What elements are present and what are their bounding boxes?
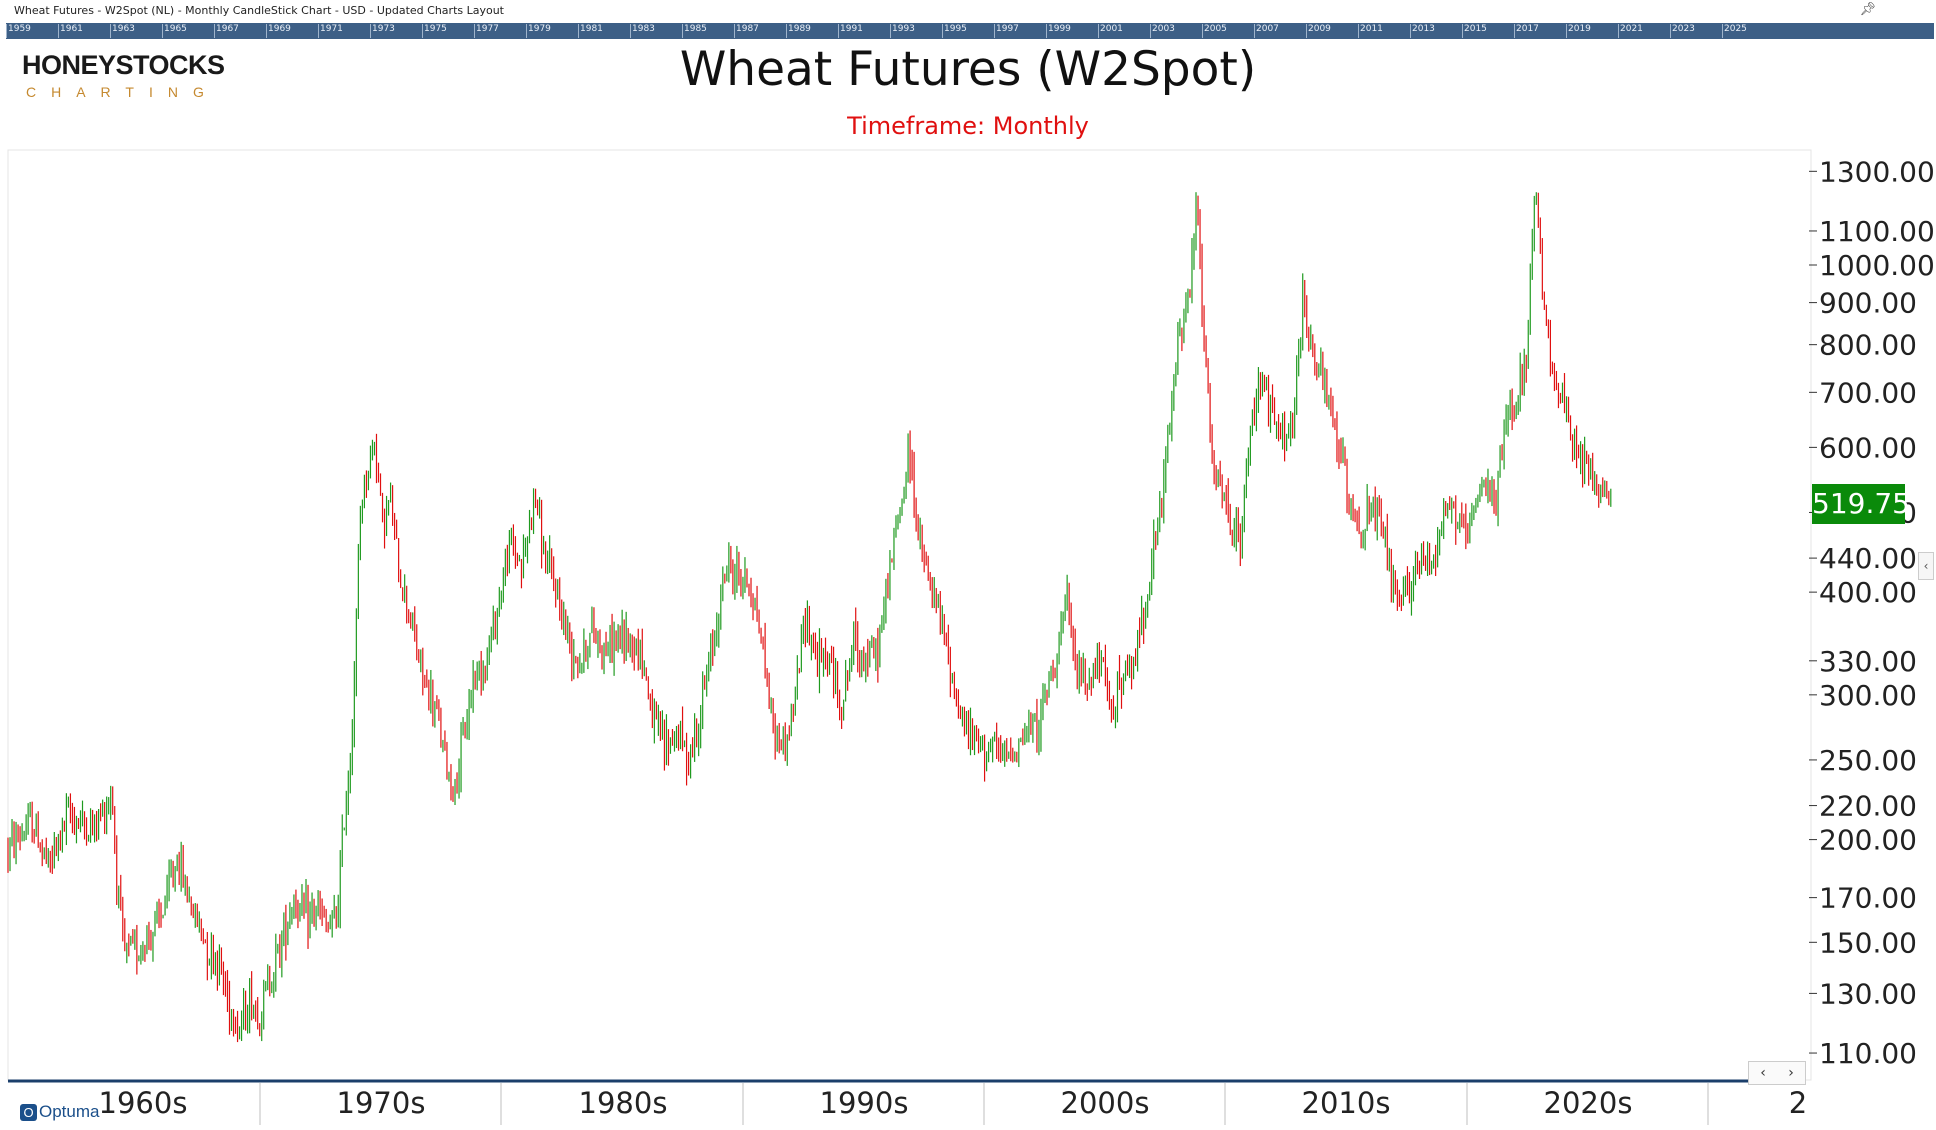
x-tick-label: 2 — [1789, 1086, 1807, 1120]
navigator-year-label: 2011 — [1358, 24, 1383, 38]
y-tick-label: 220.00 — [1819, 790, 1917, 823]
navigator-year-label: 1997 — [994, 24, 1019, 38]
y-tick-label: 700.00 — [1819, 376, 1917, 409]
navigator-year-label: 1993 — [890, 24, 915, 38]
navigator-year-label: 1959 — [6, 24, 31, 38]
y-tick-label: 200.00 — [1819, 824, 1917, 857]
navigator-year-label: 1999 — [1046, 24, 1071, 38]
navigator-year-label: 2019 — [1566, 24, 1591, 38]
y-tick-label: 600.00 — [1819, 431, 1917, 464]
optuma-icon: O — [20, 1104, 37, 1121]
chart-title: Wheat Futures (W2Spot) — [679, 42, 1257, 97]
collapse-panel-button[interactable]: ‹ — [1918, 552, 1934, 580]
x-tick-label: 2010s — [1302, 1086, 1391, 1120]
logo-main-text: HONEYSTOCKS — [22, 50, 225, 80]
navigator-year-label: 1971 — [318, 24, 343, 38]
navigator-year-label: 2005 — [1202, 24, 1227, 38]
window-title-bar: Wheat Futures - W2Spot (NL) - Monthly Ca… — [0, 0, 1936, 22]
y-tick-label: 1000.00 — [1819, 249, 1935, 282]
navigator-year-label: 1987 — [734, 24, 759, 38]
y-tick-label: 1300.00 — [1819, 155, 1935, 188]
navigator-year-label: 1991 — [838, 24, 863, 38]
window-title: Wheat Futures - W2Spot (NL) - Monthly Ca… — [14, 4, 504, 17]
optuma-logo: O Optuma — [20, 1102, 99, 1122]
honeystocks-logo: HONEYSTOCKS CHARTING — [22, 48, 225, 104]
navigator-year-label: 2025 — [1722, 24, 1747, 38]
x-tick-label: 1980s — [579, 1086, 668, 1120]
x-tick-label: 2020s — [1544, 1086, 1633, 1120]
timeline-navigator[interactable]: 1959 1961 1963 1965 1967 1969 1971 1973 1975 1977… — [6, 23, 1934, 39]
navigator-year-label: 1963 — [110, 24, 135, 38]
navigator-year-label: 1965 — [162, 24, 187, 38]
navigator-year-label: 2007 — [1254, 24, 1279, 38]
optuma-brand: Optuma — [39, 1102, 100, 1121]
navigator-year-label: 1961 — [58, 24, 83, 38]
chart-subtitle: Timeframe: Monthly — [847, 112, 1089, 140]
navigator-year-label: 1969 — [266, 24, 291, 38]
navigator-year-label: 1981 — [578, 24, 603, 38]
navigator-year-label: 2009 — [1306, 24, 1331, 38]
y-tick-label: 330.00 — [1819, 645, 1917, 678]
navigator-year-label: 1973 — [370, 24, 395, 38]
navigator-year-label: 2015 — [1462, 24, 1487, 38]
navigator-year-label: 1985 — [682, 24, 707, 38]
navigator-year-label: 1977 — [474, 24, 499, 38]
navigator-year-label: 1967 — [214, 24, 239, 38]
scroll-left-icon[interactable]: ‹ — [1760, 1065, 1766, 1081]
y-tick-label: 300.00 — [1819, 679, 1917, 712]
navigator-year-label: 1979 — [526, 24, 551, 38]
y-tick-label: 1100.00 — [1819, 215, 1935, 248]
x-tick-label: 2000s — [1061, 1086, 1150, 1120]
x-tick-label: 1960s — [99, 1086, 188, 1120]
navigator-year-label: 1975 — [422, 24, 447, 38]
navigator-year-label: 2017 — [1514, 24, 1539, 38]
navigator-year-label: 2003 — [1150, 24, 1175, 38]
y-tick-label: 170.00 — [1819, 882, 1917, 915]
y-tick-label: 900.00 — [1819, 287, 1917, 320]
plot-area — [7, 149, 1812, 1081]
pin-icon[interactable]: 📌︎ — [1859, 2, 1876, 17]
last-price-label: 519.75 — [1812, 484, 1910, 524]
scroll-right-icon[interactable]: › — [1788, 1065, 1794, 1081]
navigator-year-label: 1983 — [630, 24, 655, 38]
time-axis: 1960s 1970s 1980s 1990s 2000s 2010s 2020s 2 — [99, 1083, 1807, 1125]
y-tick-label: 150.00 — [1819, 926, 1917, 959]
navigator-year-label: 2013 — [1410, 24, 1435, 38]
logo-sub-text: CHARTING — [26, 84, 219, 100]
y-tick-label: 130.00 — [1819, 977, 1917, 1010]
x-tick-label: 1990s — [820, 1086, 909, 1120]
y-tick-label: 400.00 — [1819, 576, 1917, 609]
scroll-controls[interactable]: ‹ › — [1748, 1061, 1806, 1085]
y-tick-label: 110.00 — [1819, 1037, 1917, 1070]
navigator-year-label: 2023 — [1670, 24, 1695, 38]
candle-series — [7, 192, 1612, 1043]
navigator-year-label: 2001 — [1098, 24, 1123, 38]
y-tick-label: 250.00 — [1819, 744, 1917, 777]
x-tick-label: 1970s — [337, 1086, 426, 1120]
navigator-year-label: 1995 — [942, 24, 967, 38]
navigator-year-label: 2021 — [1618, 24, 1643, 38]
y-tick-label: 800.00 — [1819, 329, 1917, 362]
y-tick-label: 440.00 — [1819, 542, 1917, 575]
navigator-year-label: 1989 — [786, 24, 811, 38]
